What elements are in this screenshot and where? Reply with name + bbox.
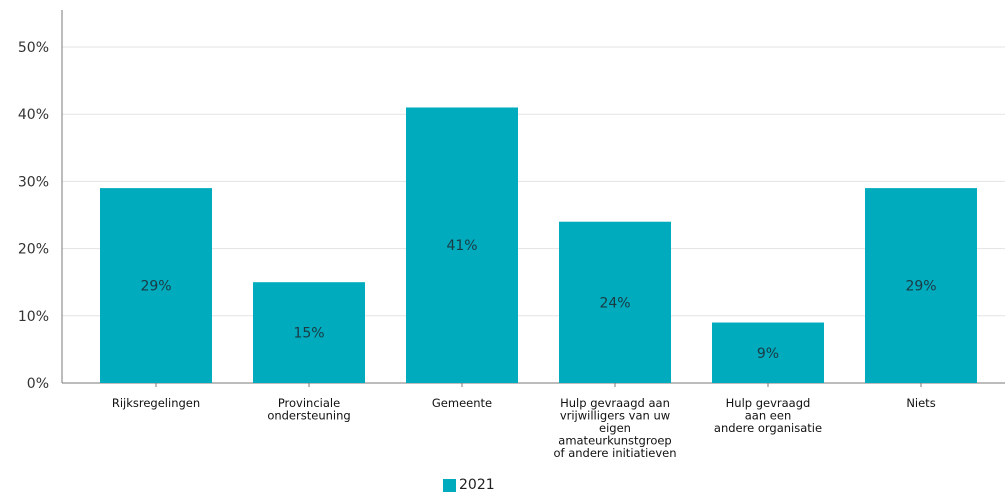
x-category-label-line: Niets xyxy=(906,396,935,410)
data-label: 9% xyxy=(757,346,779,362)
y-tick-label: 40% xyxy=(18,107,49,123)
x-category-label: Provinciale ondersteuning xyxy=(267,396,350,423)
y-tick-label: 0% xyxy=(27,376,49,392)
x-category-label-line: ondersteuning xyxy=(267,409,350,423)
x-category-label: Hulp gevraagd aan vrijwilligers van uw eig… xyxy=(553,396,676,460)
x-category-label-line: Hulp gevraagd xyxy=(726,396,811,410)
gridlines xyxy=(62,46,1005,317)
legend: 2021 xyxy=(443,477,495,493)
x-category-label-line: vrijwilligers van uw xyxy=(560,409,670,423)
x-category-label-line: amateurkunstgroep xyxy=(558,434,671,448)
x-category-label: Hulp gevraagd aan een andere organisatie xyxy=(714,396,822,435)
x-category-label-line: of andere initiatieven xyxy=(553,446,676,460)
bars: 29% 15% 41% 24% 9% 29% xyxy=(100,107,977,383)
x-category-label-line: aan een xyxy=(745,409,791,423)
y-axis: 0% 10% 20% 30% 40% 50% xyxy=(18,10,1005,392)
data-label: 29% xyxy=(905,279,936,295)
legend-label-2021: 2021 xyxy=(459,477,495,493)
x-category-label-line: Gemeente xyxy=(432,396,492,410)
x-category-label-line: Provinciale xyxy=(278,396,340,410)
x-category-label: Niets xyxy=(906,396,935,410)
x-category-label-line: andere organisatie xyxy=(714,421,822,435)
x-category-label-line: eigen xyxy=(599,421,631,435)
x-category-label-line: Hulp gevraagd aan xyxy=(560,396,670,410)
bar xyxy=(253,282,365,383)
y-tick-label: 10% xyxy=(18,309,49,325)
x-category-label: Rijksregelingen xyxy=(112,396,200,410)
data-label: 41% xyxy=(446,238,477,254)
data-label: 24% xyxy=(599,295,630,311)
bar xyxy=(100,188,212,383)
data-label: 15% xyxy=(293,326,324,342)
y-tick-label: 20% xyxy=(18,242,49,258)
bar xyxy=(712,322,824,383)
legend-swatch-2021 xyxy=(443,478,456,492)
y-tick-label: 50% xyxy=(18,40,49,56)
data-label: 29% xyxy=(140,279,171,295)
x-category-label-line: Rijksregelingen xyxy=(112,396,200,410)
x-category-label: Gemeente xyxy=(432,396,492,410)
bar xyxy=(406,107,518,383)
bar xyxy=(559,221,671,383)
bar xyxy=(865,188,977,383)
x-axis-labels: Rijksregelingen Provinciale ondersteuning G… xyxy=(112,383,936,460)
y-tick-label: 30% xyxy=(18,174,49,190)
bar-chart: 0% 10% 20% 30% 40% 50% 29% 15% 41% 24% 9% 29% Rijk… xyxy=(18,10,1005,460)
